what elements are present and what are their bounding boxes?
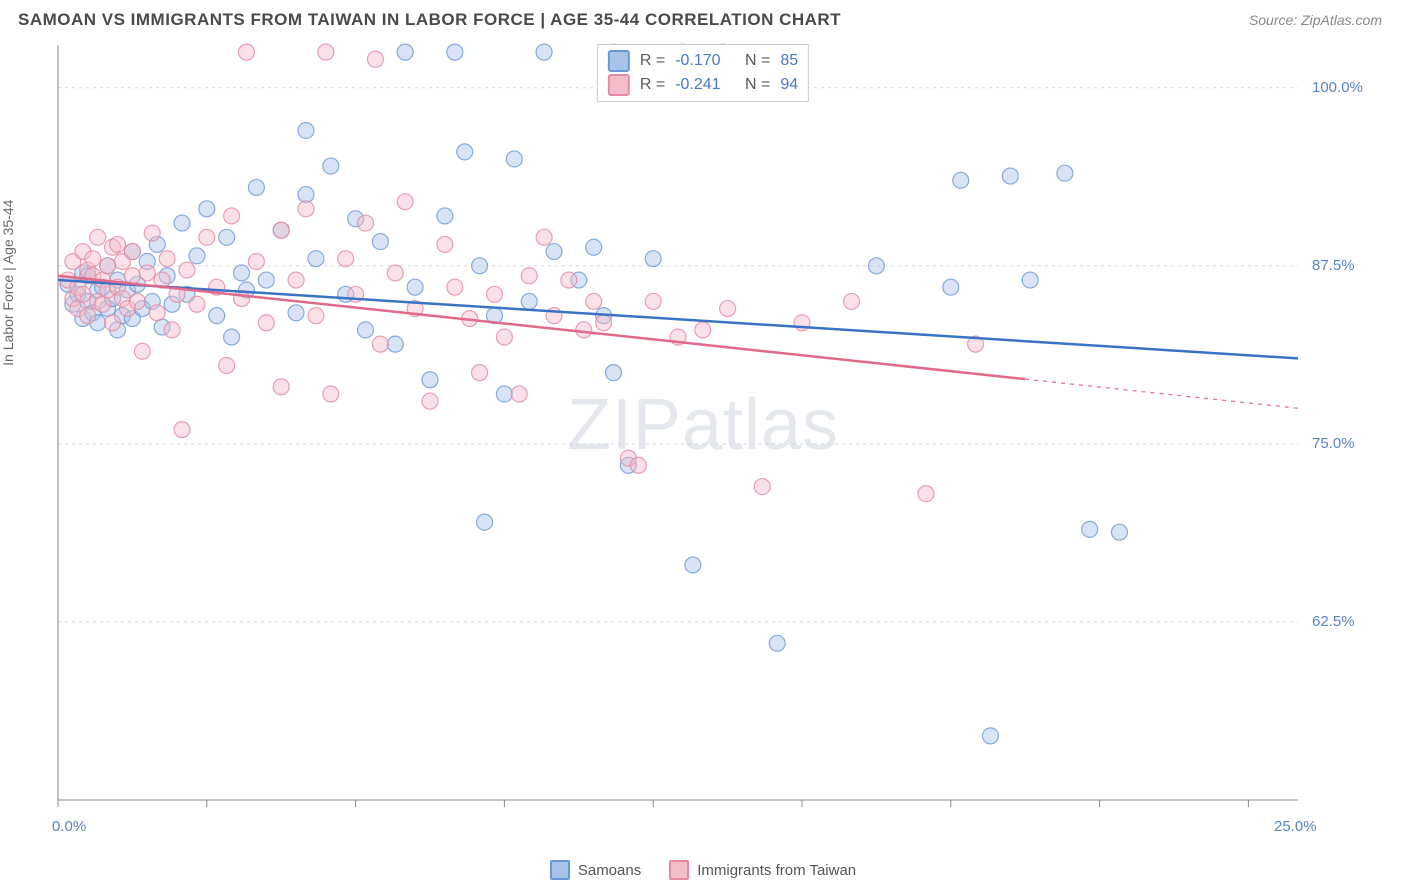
swatch-taiwan <box>608 74 630 96</box>
stats-row-1: R = -0.170 N = 85 <box>608 49 798 73</box>
x-axis-max-label: 25.0% <box>1274 818 1317 835</box>
legend-label-samoans: Samoans <box>578 862 641 879</box>
legend-item-taiwan: Immigrants from Taiwan <box>669 860 856 880</box>
legend-swatch-samoans <box>550 860 570 880</box>
chart-container: SAMOAN VS IMMIGRANTS FROM TAIWAN IN LABO… <box>0 0 1406 892</box>
scatter-plot-svg <box>18 40 1388 840</box>
legend-label-taiwan: Immigrants from Taiwan <box>697 862 856 879</box>
chart-area: In Labor Force | Age 35-44 ZIPatlas R = … <box>18 40 1388 842</box>
chart-title: SAMOAN VS IMMIGRANTS FROM TAIWAN IN LABO… <box>18 10 841 30</box>
legend-item-samoans: Samoans <box>550 860 641 880</box>
swatch-samoans <box>608 50 630 72</box>
y-axis-label: In Labor Force | Age 35-44 <box>0 200 16 366</box>
legend-swatch-taiwan <box>669 860 689 880</box>
source-label: Source: ZipAtlas.com <box>1249 12 1382 28</box>
chart-header: SAMOAN VS IMMIGRANTS FROM TAIWAN IN LABO… <box>0 0 1406 36</box>
series-legend: Samoans Immigrants from Taiwan <box>0 860 1406 880</box>
stats-legend: R = -0.170 N = 85 R = -0.241 N = 94 <box>597 44 809 102</box>
x-axis-min-label: 0.0% <box>52 818 86 835</box>
stats-row-2: R = -0.241 N = 94 <box>608 73 798 97</box>
